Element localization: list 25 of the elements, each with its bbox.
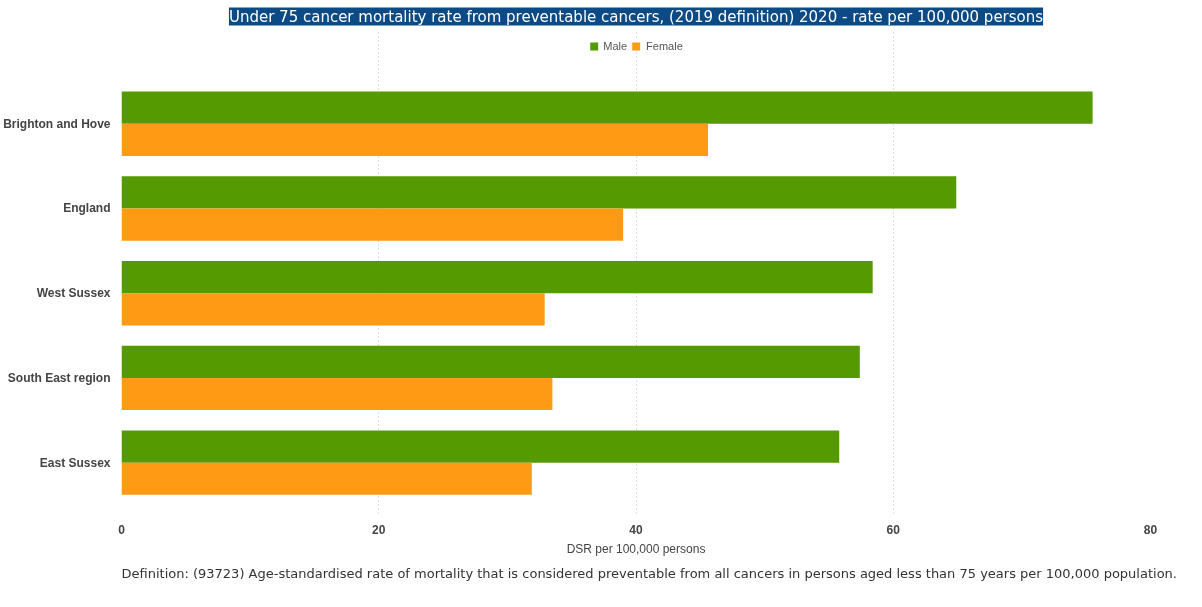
- bar: [121, 293, 545, 326]
- text: Definition: (93723) Age-standardised rate of mortality that is considered preventable from all cancers in persons aged less than 75 years per 100,000 population.: [121, 565, 1177, 581]
- y-tick-label: East Sussex: [39, 455, 111, 470]
- bar: [121, 91, 1093, 124]
- bar: [121, 462, 532, 495]
- bar: [121, 208, 624, 241]
- legend-label: Female: [646, 40, 683, 52]
- legend-label: Male: [603, 40, 628, 52]
- x-tick-label: 40: [629, 522, 643, 537]
- bar: [121, 176, 957, 209]
- x-tick-label: 0: [118, 522, 126, 537]
- bar: [121, 260, 873, 294]
- bar: [121, 123, 709, 156]
- y-tick-label: West Sussex: [36, 286, 111, 301]
- bar: [121, 345, 860, 378]
- bar: [121, 377, 553, 411]
- y-tick-label: South East region: [7, 370, 111, 385]
- y-tick-label: England: [63, 201, 111, 216]
- chart-title: Under 75 cancer mortality rate from preventable cancers, (2019 definition) 2020 - rate per 100,000 persons: [228, 7, 1044, 26]
- x-tick-label: 20: [372, 522, 386, 537]
- x-tick-label: 80: [1143, 522, 1158, 537]
- y-tick-label: Brighton and Hove: [3, 116, 111, 131]
- bar: [121, 430, 840, 463]
- x-axis-title: DSR per 100,000 persons: [566, 541, 706, 556]
- x-tick-label: 60: [886, 522, 901, 537]
